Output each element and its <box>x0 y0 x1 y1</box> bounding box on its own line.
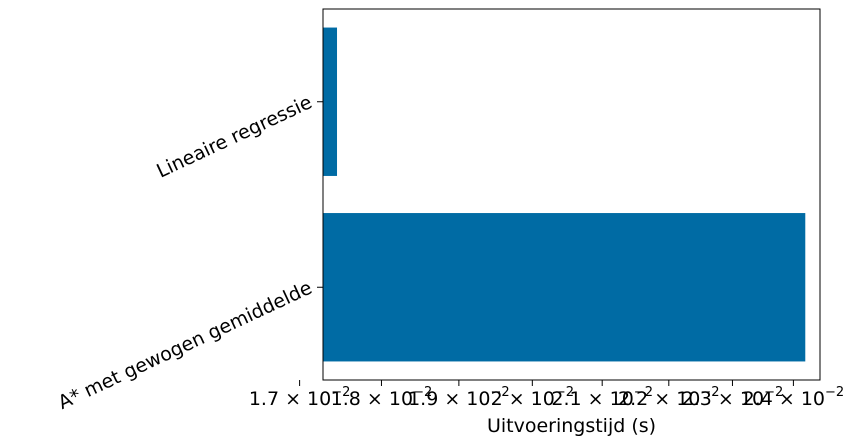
bar-0 <box>323 213 806 362</box>
x-tick-label-base: 1.8 × 10 <box>331 388 413 410</box>
x-tick-label: 2.1 × 10−2 <box>551 385 653 410</box>
x-tick-label: 2.2 × 10−2 <box>618 385 720 410</box>
x-tick-label-exponent: −2 <box>413 385 432 400</box>
x-tick-label: 2 × 10−2 <box>491 385 574 410</box>
x-tick-label-base: 2.1 × 10 <box>551 388 633 410</box>
x-axis-label: Uitvoeringstijd (s) <box>487 415 656 437</box>
x-tick-label-exponent: −2 <box>764 385 783 400</box>
x-tick-label-exponent: −2 <box>331 385 350 400</box>
x-tick-label: 1.8 × 10−2 <box>331 385 433 410</box>
x-tick-label-exponent: −2 <box>700 385 719 400</box>
bar-1 <box>323 27 338 176</box>
x-tick-label: 1.7 × 10−2 <box>249 385 351 410</box>
x-tick-label: 1.9 × 10−2 <box>408 385 510 410</box>
bars-group <box>323 27 806 362</box>
x-tick-label-base: 1.7 × 10 <box>249 388 331 410</box>
y-tick-label: Lineaire regressie <box>153 91 315 182</box>
x-tick-label: 2.4 × 10−2 <box>743 385 845 410</box>
x-tick-label-exponent: −2 <box>555 385 574 400</box>
x-axis: 1.7 × 10−21.8 × 10−21.9 × 10−22 × 10−22.… <box>249 380 844 410</box>
x-tick-label-base: 2 × 10 <box>491 388 555 410</box>
x-tick-label-exponent: −2 <box>825 385 844 400</box>
x-tick-label: 2.3 × 10−2 <box>682 385 784 410</box>
plot-area-frame <box>322 8 821 381</box>
x-tick-label-base: 2.2 × 10 <box>618 388 700 410</box>
x-tick-label-base: 2.4 × 10 <box>743 388 825 410</box>
x-tick-label-base: 2.3 × 10 <box>682 388 764 410</box>
x-tick-label-exponent: −2 <box>490 385 509 400</box>
x-tick-label-base: 1.9 × 10 <box>408 388 490 410</box>
x-tick-label-exponent: −2 <box>634 385 653 400</box>
